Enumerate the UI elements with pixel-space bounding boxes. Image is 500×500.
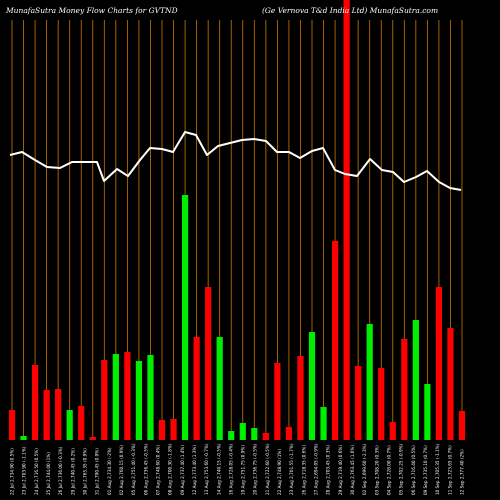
x-tick-label: 28 Aug 2,703.45 (0.3%) [326,445,331,495]
x-tick-label: 22 Aug 2,748.90 (1%) [277,449,282,495]
x-tick-label: 19 Aug 2,751.75 (0.9%) [241,445,246,495]
x-tick-label: 04 Sep 2,728.00 (0.7%) [387,445,392,495]
volume-bar-red [78,406,85,440]
volume-bar-red [458,411,466,440]
volume-bar-green [135,361,143,440]
x-tick-label: 30 Jul 2,765.35 (0.9%) [82,448,87,495]
x-tick-label: 09 Aug 2,737.40 (1.4%) [180,445,185,495]
volume-bar-red [262,433,269,440]
x-tick-label: 10 Sep 2,705.35 (-1.1%) [435,443,440,495]
volume-bar-red [401,339,408,440]
volume-bar-green [216,337,223,440]
x-tick-label: 26 Jul 2,736.00 (-0.3%) [58,446,63,495]
x-tick-label: 23 Aug 2,701.55 (-1.7%) [289,443,294,495]
x-tick-label: 12 Sep 2,777.40 (2%) [460,449,465,495]
volume-bar-red [89,437,96,440]
volume-bar-red [355,366,362,440]
volume-bar-red [297,356,304,440]
x-tick-label: 23 Jul 2,703.90 (-1.1%) [22,446,27,495]
volume-bar-red [378,368,385,440]
x-tick-label: 05 Sep 2,702.25 (-0.9%) [399,443,404,495]
x-tick-label: 24 Jul 2,716.50 (0.5%) [34,448,39,495]
x-tick-label: 27 Aug 2,694.05 (-0.9%) [314,443,319,495]
volume-bar-green [66,410,73,440]
x-tick-label: 06 Sep 2,716.40 (0.5%) [411,445,416,495]
x-tick-label: 06 Aug 2,736.45 (-0.5%) [143,443,148,495]
x-tick-label: 20 Aug 2,736.75 (-0.5%) [253,443,258,495]
x-tick-label: 22 Jul 2,734.90 (0.5%) [10,448,15,495]
volume-bar-red [158,420,166,440]
x-tick-label: 30 Aug 2,763.45 (1.6%) [350,445,355,495]
x-tick-label: 26 Aug 2,718.35 (0.6%) [301,445,306,495]
volume-bar-red [124,352,131,440]
x-tick-label: 16 Aug 2,728.05 (-0.4%) [228,443,233,495]
x-axis-labels: 22 Jul 2,734.90 (0.5%) 23 Jul 2,703.90 (-… [10,443,465,495]
x-tick-label: 05 Aug 2,751.40 (-0.3%) [131,443,136,495]
volume-bar-green [251,428,258,440]
volume-bar-red [205,287,212,440]
volume-bar-green [147,355,154,440]
volume-bar-red [285,427,293,440]
volume-bar-red [101,360,108,440]
volume-bar-red [435,287,443,440]
x-tick-label: 01 Aug 2,734.30 (-2%) [107,447,112,495]
volume-bar-green [320,407,327,440]
x-tick-label: 09 Sep 2,735.10 (0.7%) [423,445,428,495]
x-tick-label: 31 Jul 2,790.45 (0.9%) [95,448,100,495]
volume-bar-red [343,0,350,440]
x-tick-label: 07 Aug 2,748.60 (0.4%) [155,445,160,495]
x-tick-label: 13 Aug 2,753.60 (-0.7%) [204,443,209,495]
x-tick-label: 02 Sep 2,699.60 (-2.3%) [362,443,367,495]
volume-bar-red [274,363,281,440]
x-tick-label: 29 Jul 2,740.45 (0.2%) [70,448,75,495]
x-tick-label: 14 Aug 2,740.15 (-0.5%) [216,443,221,495]
volume-bar-red [193,337,200,440]
chart-title-left: MunafaSutra Money Flow Charts for GVTND [5,6,178,15]
x-tick-label: 29 Aug 2,719.40 (0.6%) [338,445,343,495]
volume-bar-red [31,365,39,440]
volume-bar-green [112,354,119,440]
volume-bar-red [8,410,16,440]
volume-bar-green [20,436,27,440]
chart-title-right: (Ge Vernova T&d India Ltd) MunafaSutra.c… [262,6,438,15]
x-tick-label: 21 Aug 2,722.60 (-0.5%) [265,443,270,495]
volume-bar-red [170,419,177,440]
x-tick-label: 02 Aug 2,760.15 (0.9%) [119,445,124,495]
x-tick-label: 03 Sep 2,708.20 (0.3%) [374,445,379,495]
volume-bar-green [424,384,431,440]
volume-bar-red [55,389,62,440]
volume-bar-green [308,332,316,440]
volume-bar-green [228,431,235,440]
price-line [9,131,462,191]
volume-bar-green [366,324,373,440]
volume-bar-green [412,320,419,440]
volume-bar-red [331,241,339,440]
volume-bar-green [181,195,189,440]
volume-bars [8,0,466,440]
volume-bar-red [389,422,396,440]
volume-bar-red [447,328,454,440]
x-tick-label: 25 Jul 2,744.00 (1%) [46,452,51,495]
x-tick-label: 11 Sep 2,723.65 (0.7%) [447,445,452,495]
x-tick-label: 12 Aug 2,773.40 (1.3%) [192,445,197,495]
x-tick-label: 08 Aug 2,700.30 (-1.8%) [168,443,173,495]
volume-bar-green [239,423,246,440]
volume-bar-red [43,390,50,440]
price-line-group [9,131,462,191]
